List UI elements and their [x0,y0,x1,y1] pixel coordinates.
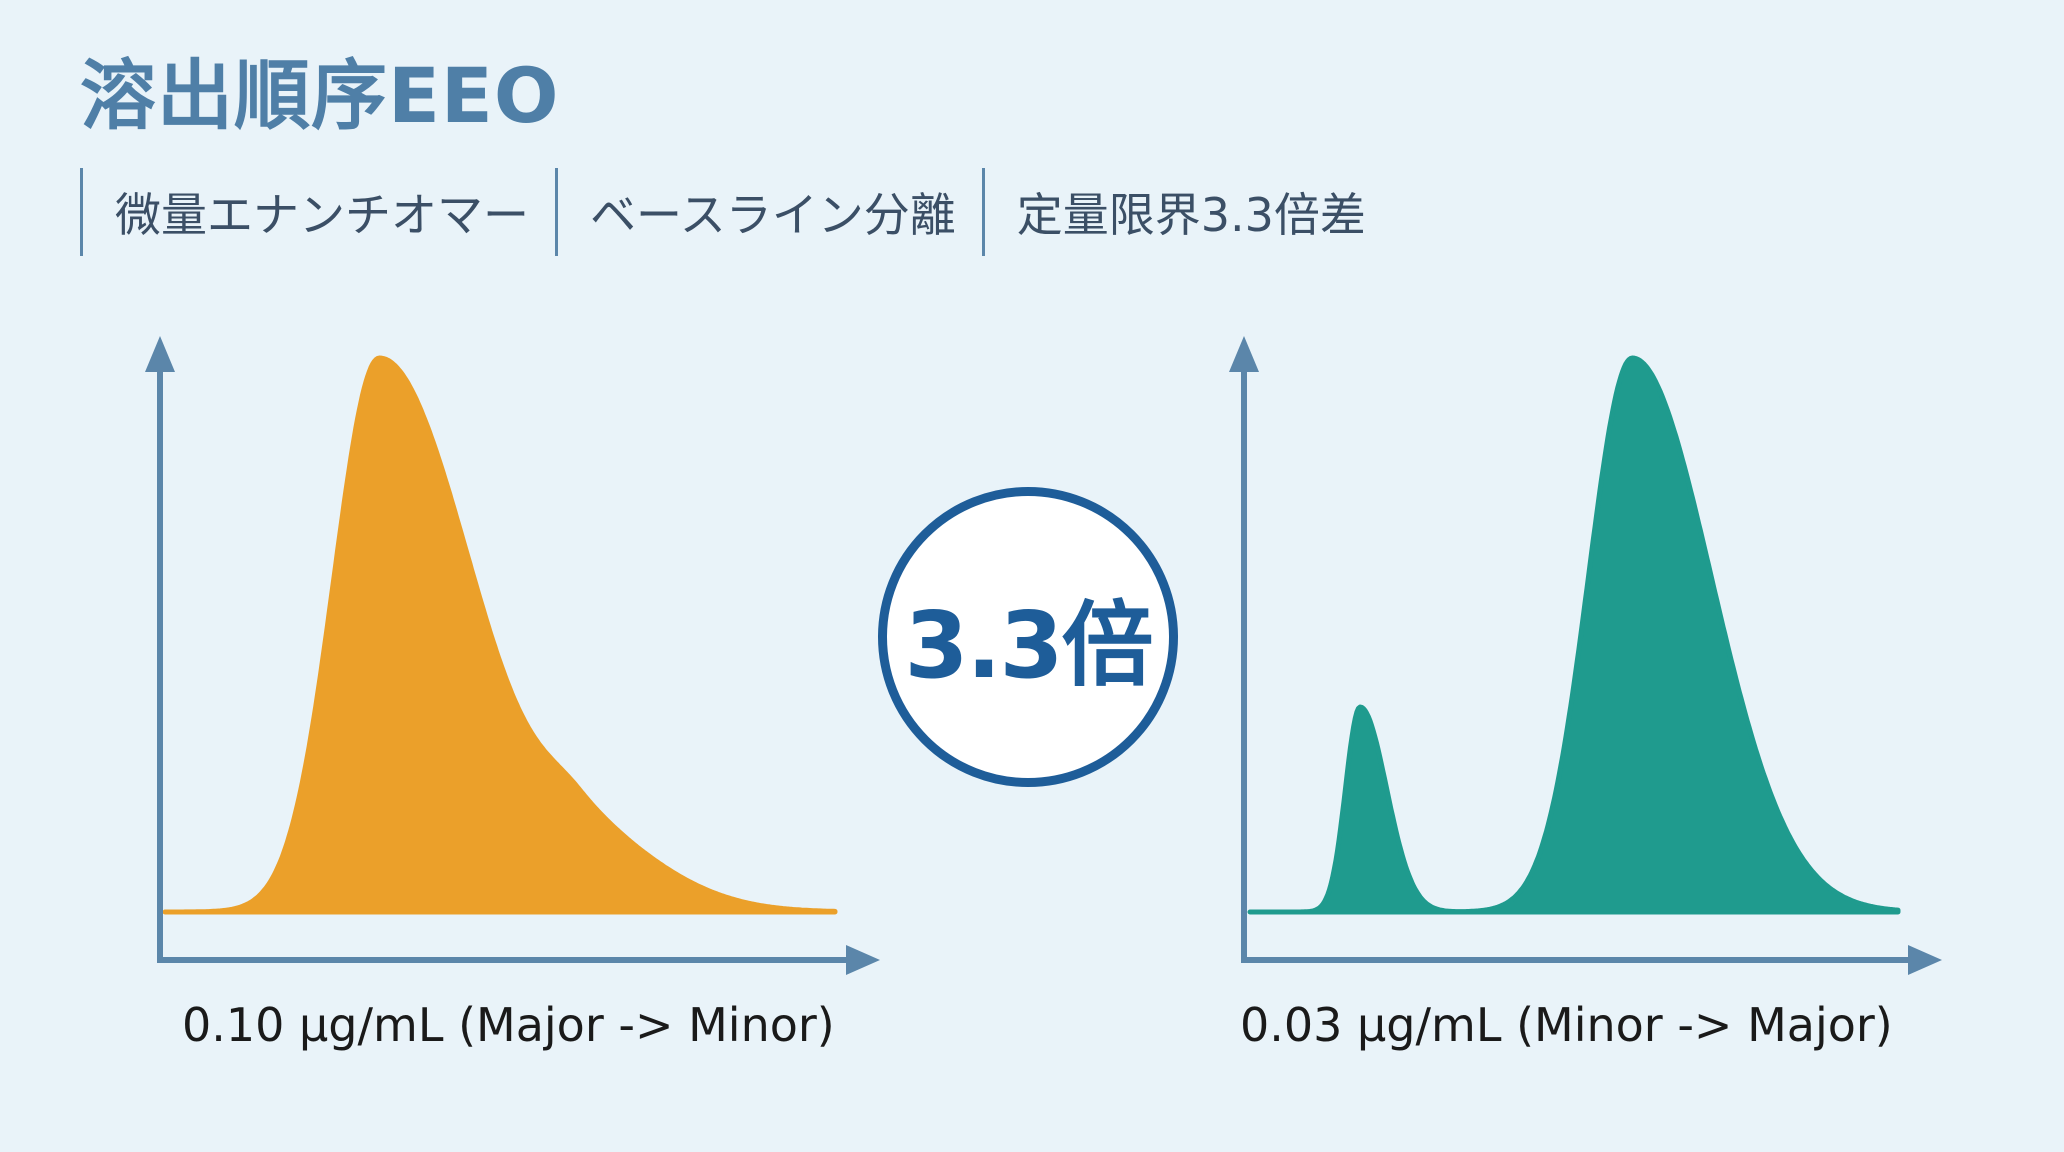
right-y-axis-arrow [1229,336,1259,372]
right-axes [1229,336,1942,975]
right-x-axis-arrow [1908,945,1942,975]
tag-trace-enantiomer: 微量エナンチオマー [80,168,555,256]
left-y-axis-arrow [145,336,175,372]
chart-right [1229,336,1942,975]
page-title: 溶出順序EEO [80,51,560,140]
left-x-axis-arrow [846,945,880,975]
ratio-badge: 3.3倍 [878,487,1178,787]
tagline: 微量エナンチオマー ベースライン分離 定量限界3.3倍差 [80,168,1392,256]
right-chart-label: 0.03 µg/mL (Minor -> Major) [1240,998,1893,1052]
right-chromatogram-trace [1247,355,1901,915]
tag-loq-difference: 定量限界3.3倍差 [981,168,1392,256]
left-axes [145,336,880,975]
left-chart-label: 0.10 µg/mL (Major -> Minor) [182,998,835,1052]
tag-baseline-separation: ベースライン分離 [555,168,982,256]
left-chromatogram-trace [162,355,838,915]
chart-left [145,336,880,975]
ratio-text: 3.3倍 [904,591,1154,699]
